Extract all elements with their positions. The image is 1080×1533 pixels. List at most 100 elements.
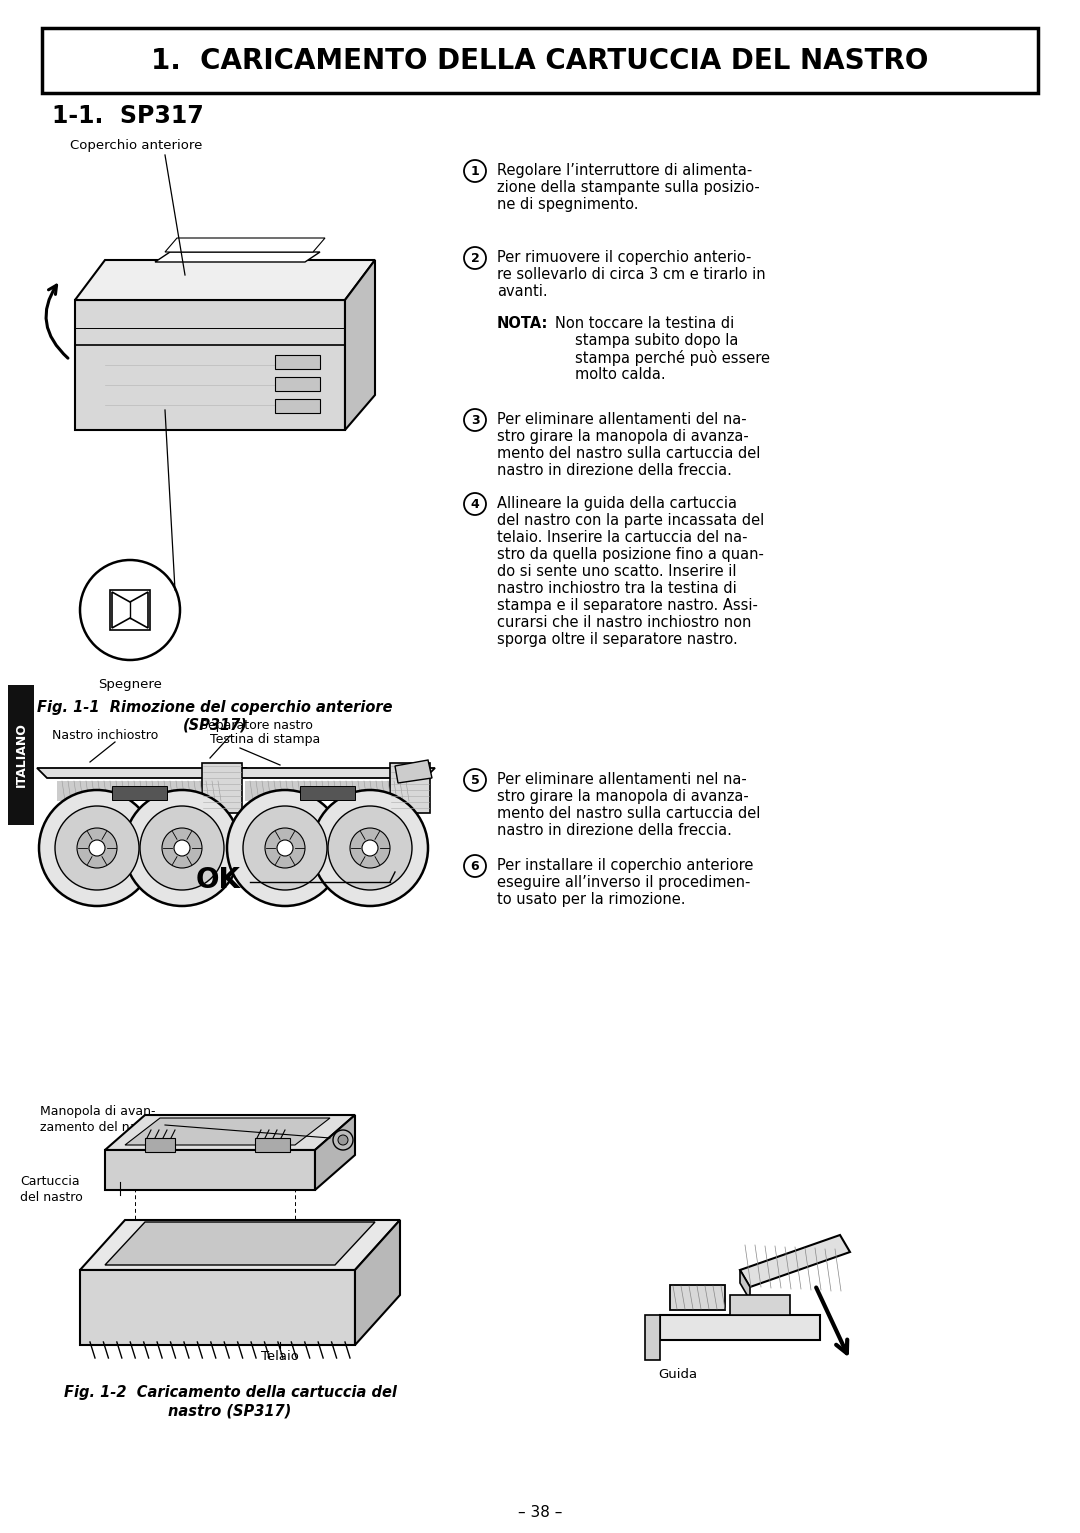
Text: OK: OK	[195, 866, 241, 894]
Text: sporga oltre il separatore nastro.: sporga oltre il separatore nastro.	[497, 632, 738, 647]
Circle shape	[333, 1130, 353, 1150]
Polygon shape	[740, 1236, 850, 1288]
Polygon shape	[645, 1315, 660, 1360]
Text: nastro in direzione della freccia.: nastro in direzione della freccia.	[497, 823, 732, 839]
Text: Fig. 1-2  Caricamento della cartuccia del: Fig. 1-2 Caricamento della cartuccia del	[64, 1384, 396, 1400]
Text: Telaio: Telaio	[261, 1351, 299, 1363]
Polygon shape	[740, 1269, 750, 1300]
Circle shape	[89, 840, 105, 855]
Text: nastro in direzione della freccia.: nastro in direzione della freccia.	[497, 463, 732, 478]
Circle shape	[243, 806, 327, 891]
Text: stro girare la manopola di avanza-: stro girare la manopola di avanza-	[497, 789, 748, 803]
Polygon shape	[275, 399, 320, 412]
Polygon shape	[105, 1150, 315, 1190]
Polygon shape	[57, 780, 227, 802]
Polygon shape	[245, 780, 415, 802]
Text: Separatore nastro: Separatore nastro	[200, 719, 313, 731]
Circle shape	[464, 159, 486, 182]
Circle shape	[174, 840, 190, 855]
Circle shape	[140, 806, 224, 891]
Text: 5: 5	[471, 774, 480, 786]
Text: mento del nastro sulla cartuccia del: mento del nastro sulla cartuccia del	[497, 446, 760, 461]
Text: – 38 –: – 38 –	[517, 1505, 563, 1521]
Polygon shape	[125, 1118, 330, 1145]
Polygon shape	[670, 1285, 725, 1311]
Text: Coperchio anteriore: Coperchio anteriore	[70, 140, 202, 152]
Polygon shape	[75, 300, 345, 429]
Text: re sollevarlo di circa 3 cm e tirarlo in: re sollevarlo di circa 3 cm e tirarlo in	[497, 267, 766, 282]
Circle shape	[55, 806, 139, 891]
Text: Testina di stampa: Testina di stampa	[210, 733, 321, 747]
Circle shape	[350, 828, 390, 868]
FancyArrowPatch shape	[46, 285, 68, 359]
Polygon shape	[80, 1269, 355, 1344]
Circle shape	[464, 494, 486, 515]
Polygon shape	[345, 261, 375, 429]
Polygon shape	[660, 1315, 820, 1340]
Circle shape	[464, 855, 486, 877]
Polygon shape	[730, 1295, 789, 1315]
Text: stro da quella posizione fino a quan-: stro da quella posizione fino a quan-	[497, 547, 764, 563]
Text: Non toccare la testina di: Non toccare la testina di	[555, 316, 734, 331]
Text: do si sente uno scatto. Inserire il: do si sente uno scatto. Inserire il	[497, 564, 737, 579]
Text: to usato per la rimozione.: to usato per la rimozione.	[497, 892, 686, 908]
Circle shape	[312, 789, 428, 906]
Polygon shape	[355, 1220, 400, 1344]
Polygon shape	[75, 261, 375, 300]
Text: molto calda.: molto calda.	[575, 366, 665, 382]
FancyArrowPatch shape	[816, 1288, 847, 1354]
Text: del nastro con la parte incassata del: del nastro con la parte incassata del	[497, 514, 765, 527]
Text: Regolare l’interruttore di alimenta-: Regolare l’interruttore di alimenta-	[497, 162, 753, 178]
Circle shape	[77, 828, 117, 868]
Text: Fig. 1-1  Rimozione del coperchio anteriore: Fig. 1-1 Rimozione del coperchio anterio…	[37, 701, 393, 714]
Circle shape	[276, 840, 293, 855]
Text: Per rimuovere il coperchio anterio-: Per rimuovere il coperchio anterio-	[497, 250, 752, 265]
Circle shape	[464, 770, 486, 791]
Circle shape	[39, 789, 156, 906]
Polygon shape	[390, 763, 430, 812]
Text: 4: 4	[471, 498, 480, 510]
Text: mento del nastro sulla cartuccia del: mento del nastro sulla cartuccia del	[497, 806, 760, 822]
Text: Manopola di avan-: Manopola di avan-	[40, 1105, 156, 1118]
Text: 6: 6	[471, 860, 480, 872]
Polygon shape	[156, 251, 320, 262]
Polygon shape	[145, 1137, 175, 1151]
Text: 1.  CARICAMENTO DELLA CARTUCCIA DEL NASTRO: 1. CARICAMENTO DELLA CARTUCCIA DEL NASTR…	[151, 48, 929, 75]
Bar	[42, 28, 1038, 94]
Text: del nastro: del nastro	[21, 1191, 83, 1203]
Polygon shape	[37, 768, 247, 779]
Circle shape	[338, 1134, 348, 1145]
Polygon shape	[275, 356, 320, 369]
Text: nastro inchiostro tra la testina di: nastro inchiostro tra la testina di	[497, 581, 737, 596]
Text: (SP317): (SP317)	[183, 717, 247, 733]
Text: Per installare il coperchio anteriore: Per installare il coperchio anteriore	[497, 858, 754, 872]
Polygon shape	[105, 1222, 375, 1265]
Circle shape	[265, 828, 305, 868]
Text: 3: 3	[471, 414, 480, 428]
Text: NOTA:: NOTA:	[497, 316, 549, 331]
Text: 1-1.  SP317: 1-1. SP317	[52, 104, 204, 127]
Circle shape	[464, 409, 486, 431]
Text: Cartuccia: Cartuccia	[21, 1174, 80, 1188]
Text: eseguire all’inverso il procedimen-: eseguire all’inverso il procedimen-	[497, 875, 751, 891]
Polygon shape	[300, 786, 355, 800]
Text: 2: 2	[471, 251, 480, 265]
Polygon shape	[225, 768, 435, 779]
Circle shape	[328, 806, 411, 891]
Text: Nastro inchiostro: Nastro inchiostro	[52, 730, 159, 742]
Polygon shape	[165, 238, 325, 251]
Circle shape	[124, 789, 240, 906]
Text: ITALIANO: ITALIANO	[14, 722, 27, 788]
Polygon shape	[112, 592, 148, 629]
Bar	[8, 685, 33, 825]
Text: Spegnere: Spegnere	[98, 678, 162, 691]
Polygon shape	[80, 1220, 400, 1269]
Text: ne di spegnimento.: ne di spegnimento.	[497, 198, 638, 212]
Polygon shape	[105, 1114, 355, 1150]
Text: zione della stampante sulla posizio-: zione della stampante sulla posizio-	[497, 179, 759, 195]
Text: Per eliminare allentamenti del na-: Per eliminare allentamenti del na-	[497, 412, 746, 428]
Polygon shape	[202, 763, 242, 812]
Text: zamento del nastro: zamento del nastro	[40, 1121, 161, 1134]
Text: stampa perché può essere: stampa perché può essere	[575, 350, 770, 366]
Text: 1: 1	[471, 166, 480, 178]
